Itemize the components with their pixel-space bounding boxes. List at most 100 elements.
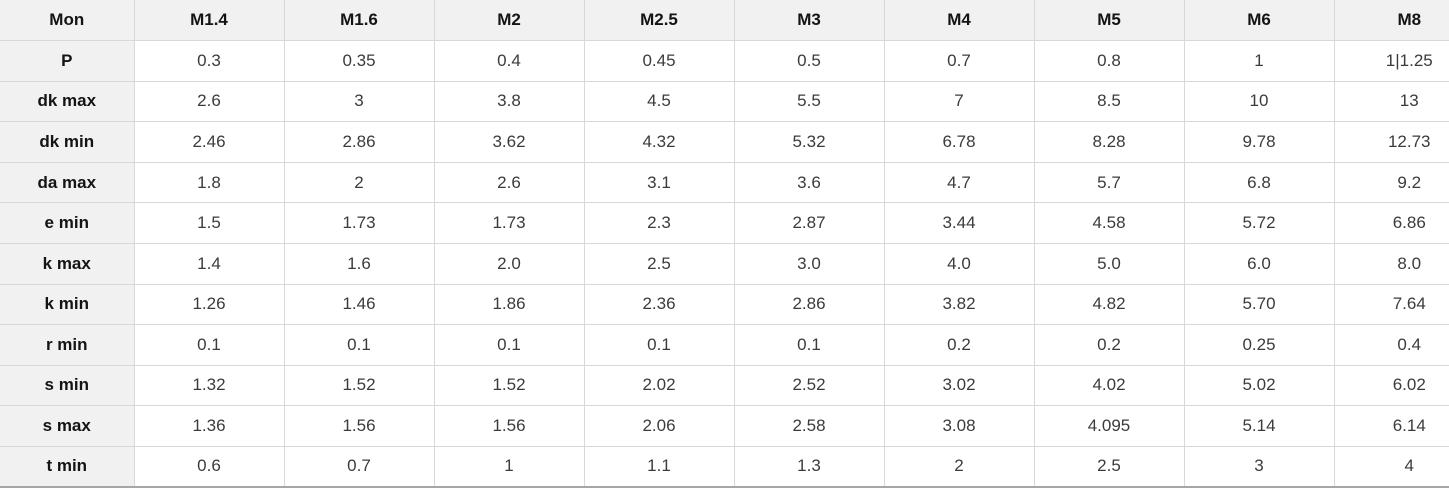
value-cell: 4.02 — [1033, 364, 1185, 407]
value-cell: 0.7 — [283, 445, 435, 487]
row-label: da max — [0, 161, 135, 204]
value-cell: 7 — [883, 80, 1035, 123]
row-label: dk max — [0, 80, 135, 123]
table-row: dk min 2.46 2.86 3.62 4.32 5.32 6.78 8.28 9.78 12… — [0, 121, 1449, 163]
row-label: t min — [0, 445, 135, 487]
column-header-m2: M2 — [433, 0, 585, 42]
value-cell: 1.26 — [133, 283, 285, 326]
value-cell: 5.02 — [1183, 364, 1335, 407]
value-cell: 2.6 — [133, 80, 285, 123]
value-cell: 2.86 — [733, 283, 885, 326]
value-cell: 5.72 — [1183, 202, 1335, 244]
table-row: da max 1.8 2 2.6 3.1 3.6 4.7 5.7 6.8 9.2 — [0, 161, 1449, 204]
value-cell: 4.095 — [1033, 405, 1185, 447]
row-label: dk min — [0, 121, 135, 163]
column-header-m1-6: M1.6 — [283, 0, 435, 42]
table-body: P 0.3 0.35 0.4 0.45 0.5 0.7 0.8 1 1|1.25 dk max 2.6… — [0, 40, 1449, 487]
table-row: k max 1.4 1.6 2.0 2.5 3.0 4.0 5.0 6.0 8.0 — [0, 242, 1449, 285]
column-header-m3: M3 — [733, 0, 885, 42]
value-cell: 0.1 — [583, 324, 735, 366]
value-cell: 1.86 — [433, 283, 585, 326]
value-cell: 6.86 — [1333, 202, 1449, 244]
value-cell: 1.46 — [283, 283, 435, 326]
value-cell: 0.6 — [133, 445, 285, 487]
table-header: Mon M1.4 M1.6 M2 M2.5 M3 M4 M5 M6 M8 — [0, 0, 1449, 42]
value-cell: 2.0 — [433, 242, 585, 285]
value-cell: 4.82 — [1033, 283, 1185, 326]
value-cell: 5.0 — [1033, 242, 1185, 285]
value-cell: 1 — [1183, 40, 1335, 82]
value-cell: 3.62 — [433, 121, 585, 163]
table-row: P 0.3 0.35 0.4 0.45 0.5 0.7 0.8 1 1|1.25 — [0, 40, 1449, 82]
value-cell: 0.2 — [1033, 324, 1185, 366]
value-cell: 10 — [1183, 80, 1335, 123]
value-cell: 1.4 — [133, 242, 285, 285]
value-cell: 1.5 — [133, 202, 285, 244]
column-header-m2-5: M2.5 — [583, 0, 735, 42]
value-cell: 1.73 — [283, 202, 435, 244]
value-cell: 4.58 — [1033, 202, 1185, 244]
value-cell: 1.56 — [283, 405, 435, 447]
value-cell: 4.5 — [583, 80, 735, 123]
header-row: Mon M1.4 M1.6 M2 M2.5 M3 M4 M5 M6 M8 — [0, 0, 1449, 42]
value-cell: 9.2 — [1333, 161, 1449, 204]
value-cell: 8.0 — [1333, 242, 1449, 285]
value-cell: 1.73 — [433, 202, 585, 244]
value-cell: 3.0 — [733, 242, 885, 285]
value-cell: 2.36 — [583, 283, 735, 326]
value-cell: 1 — [433, 445, 585, 487]
value-cell: 0.8 — [1033, 40, 1185, 82]
value-cell: 2.5 — [1033, 445, 1185, 487]
value-cell: 2.52 — [733, 364, 885, 407]
row-label: s min — [0, 364, 135, 407]
value-cell: 5.5 — [733, 80, 885, 123]
value-cell: 0.3 — [133, 40, 285, 82]
column-header-m5: M5 — [1033, 0, 1185, 42]
value-cell: 2.58 — [733, 405, 885, 447]
value-cell: 12.73 — [1333, 121, 1449, 163]
value-cell: 2.6 — [433, 161, 585, 204]
value-cell: 2.86 — [283, 121, 435, 163]
value-cell: 5.7 — [1033, 161, 1185, 204]
table-row: s min 1.32 1.52 1.52 2.02 2.52 3.02 4.02 5.02 6.0… — [0, 364, 1449, 407]
value-cell: 2 — [283, 161, 435, 204]
value-cell: 5.70 — [1183, 283, 1335, 326]
value-cell: 4.7 — [883, 161, 1035, 204]
table-row: r min 0.1 0.1 0.1 0.1 0.1 0.2 0.2 0.25 0.4 — [0, 324, 1449, 366]
value-cell: 1.8 — [133, 161, 285, 204]
row-label: s max — [0, 405, 135, 447]
corner-header-cell: Mon — [0, 0, 135, 42]
row-label: r min — [0, 324, 135, 366]
value-cell: 6.02 — [1333, 364, 1449, 407]
value-cell: 0.4 — [1333, 324, 1449, 366]
value-cell: 1.6 — [283, 242, 435, 285]
value-cell: 1|1.25 — [1333, 40, 1449, 82]
column-header-m4: M4 — [883, 0, 1035, 42]
value-cell: 5.32 — [733, 121, 885, 163]
value-cell: 1.1 — [583, 445, 735, 487]
value-cell: 1.3 — [733, 445, 885, 487]
value-cell: 8.5 — [1033, 80, 1185, 123]
value-cell: 4.32 — [583, 121, 735, 163]
row-label: k min — [0, 283, 135, 326]
value-cell: 0.4 — [433, 40, 585, 82]
value-cell: 9.78 — [1183, 121, 1335, 163]
column-header-m1-4: M1.4 — [133, 0, 285, 42]
value-cell: 1.52 — [283, 364, 435, 407]
value-cell: 1.52 — [433, 364, 585, 407]
value-cell: 8.28 — [1033, 121, 1185, 163]
table-row: s max 1.36 1.56 1.56 2.06 2.58 3.08 4.095 5.14 6.… — [0, 405, 1449, 447]
value-cell: 0.5 — [733, 40, 885, 82]
value-cell: 0.1 — [733, 324, 885, 366]
value-cell: 4.0 — [883, 242, 1035, 285]
value-cell: 4 — [1333, 445, 1449, 487]
table-row: k min 1.26 1.46 1.86 2.36 2.86 3.82 4.82 5.70 7.6… — [0, 283, 1449, 326]
value-cell: 3.44 — [883, 202, 1035, 244]
value-cell: 1.56 — [433, 405, 585, 447]
value-cell: 2 — [883, 445, 1035, 487]
value-cell: 2.02 — [583, 364, 735, 407]
value-cell: 0.2 — [883, 324, 1035, 366]
value-cell: 0.1 — [433, 324, 585, 366]
